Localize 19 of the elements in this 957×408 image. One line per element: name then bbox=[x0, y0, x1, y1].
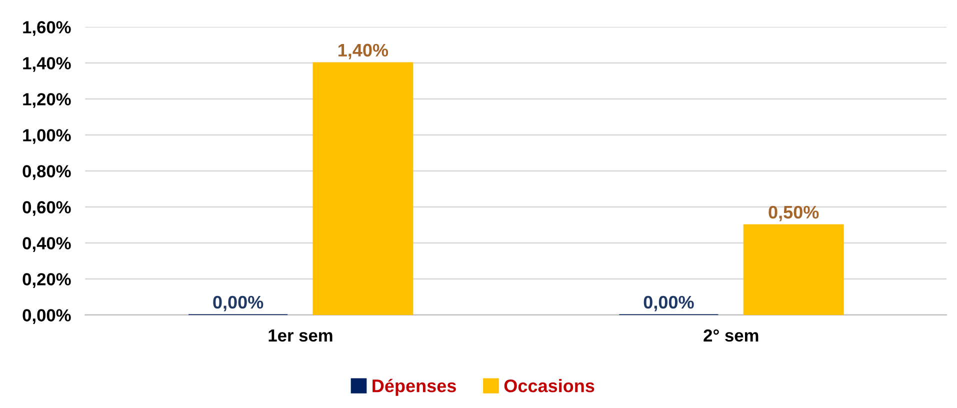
y-tick-label: 1,60% bbox=[23, 21, 71, 36]
data-label: 0,00% bbox=[213, 296, 264, 312]
y-tick-label: 1,00% bbox=[23, 129, 71, 144]
y-tick-label: 0,20% bbox=[22, 273, 71, 288]
y-tick-label: 0,00% bbox=[22, 309, 71, 324]
y-tick-label: 1,20% bbox=[23, 93, 71, 108]
data-label: 1,40% bbox=[338, 44, 388, 60]
x-tick-label: 2° sem bbox=[704, 329, 758, 342]
data-label: 0,50% bbox=[768, 206, 819, 222]
legend-label: Occasions bbox=[504, 379, 594, 392]
legend-label: Dépenses bbox=[372, 378, 456, 396]
bar bbox=[312, 62, 414, 315]
y-tick-label: 0,40% bbox=[22, 237, 71, 252]
x-tick-label: 1er sem bbox=[268, 330, 332, 342]
y-tick-label: 0,80% bbox=[22, 165, 71, 180]
y-tick-label: 1,40% bbox=[23, 57, 71, 72]
data-label: 0,00% bbox=[644, 296, 694, 312]
bar bbox=[743, 224, 844, 315]
y-tick-label: 0,60% bbox=[22, 201, 71, 216]
